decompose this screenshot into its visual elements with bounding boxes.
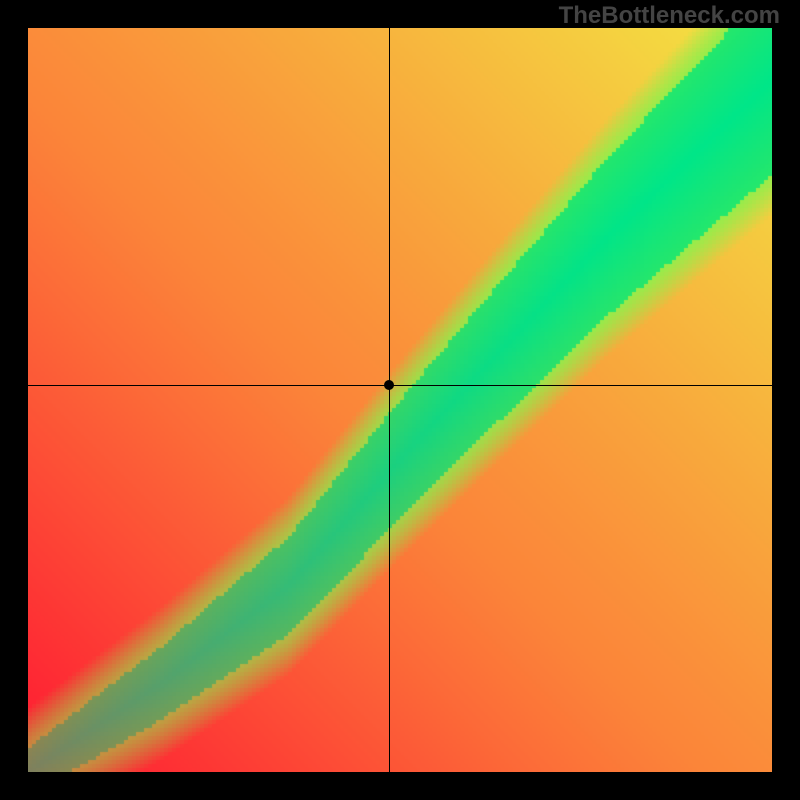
crosshair-vertical-line — [389, 28, 390, 772]
watermark-text: TheBottleneck.com — [559, 2, 780, 30]
crosshair-horizontal-line — [28, 385, 772, 386]
crosshair-marker-dot — [384, 380, 394, 390]
heatmap-plot-area — [28, 28, 772, 772]
figure-root: TheBottleneck.com — [0, 0, 800, 800]
heatmap-canvas — [28, 28, 772, 772]
